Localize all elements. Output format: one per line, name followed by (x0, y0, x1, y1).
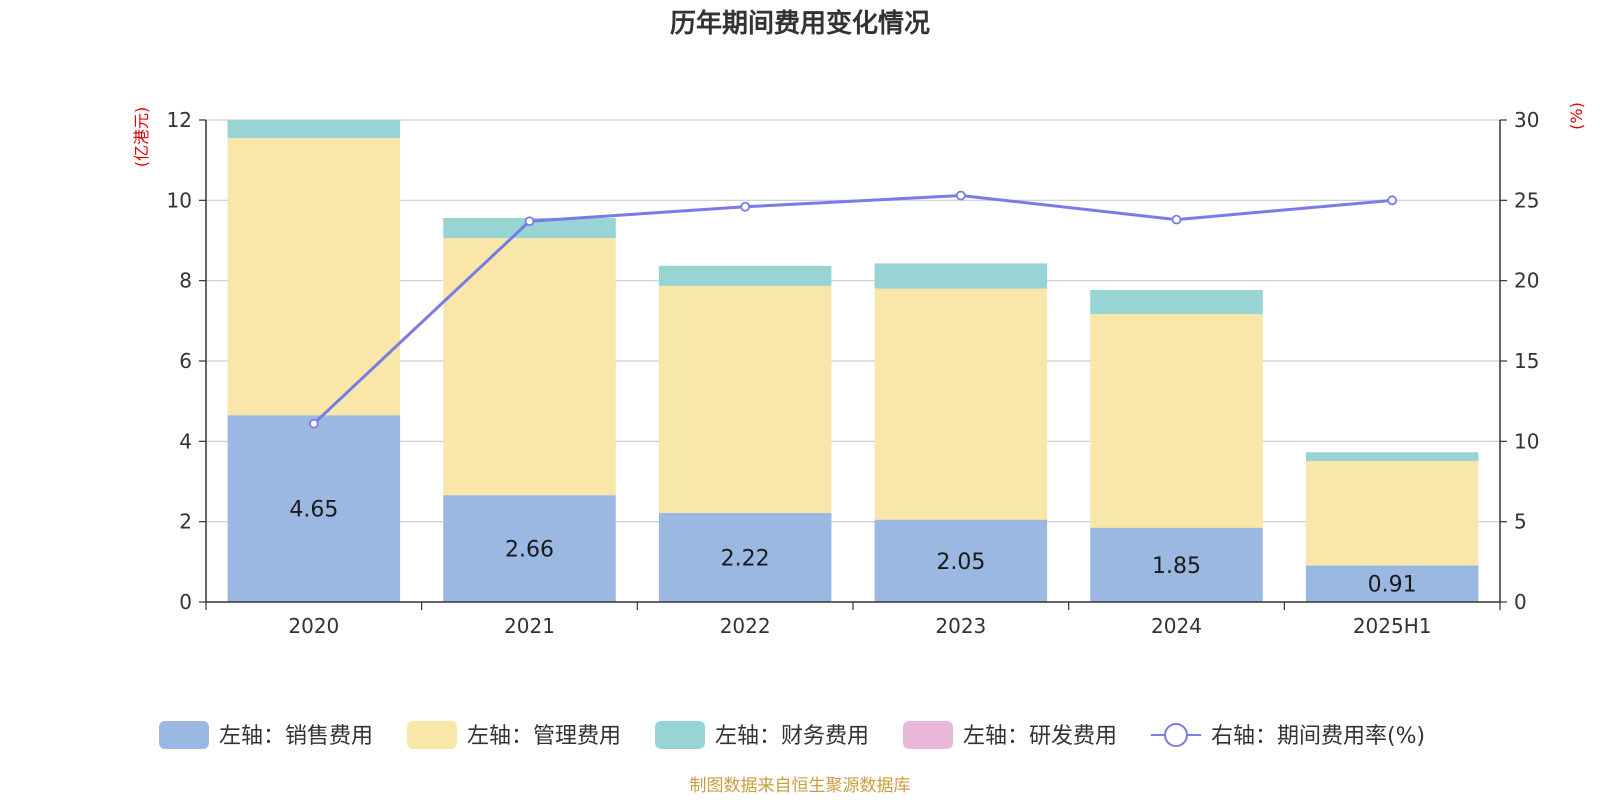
legend-item[interactable]: 左轴：财务费用 (655, 721, 869, 749)
right-tick-label: 0 (1514, 590, 1527, 614)
bar-segment (227, 138, 401, 416)
right-tick-label: 30 (1514, 108, 1539, 132)
right-tick-label: 20 (1514, 269, 1539, 293)
right-tick-label: 25 (1514, 188, 1539, 212)
x-tick-label: 2025H1 (1353, 614, 1432, 638)
bar-segment (443, 238, 616, 496)
bar-value-label: 2.66 (505, 538, 554, 563)
legend-marker (1164, 723, 1188, 747)
rate-point (740, 201, 751, 212)
legend-swatch (159, 721, 209, 749)
legend-item[interactable]: 右轴：期间费用率(%) (1151, 723, 1425, 749)
legend-label: 左轴：财务费用 (715, 724, 869, 749)
bar-segment (1305, 461, 1479, 566)
left-tick-label: 6 (179, 349, 192, 373)
rate-line-path (312, 194, 1393, 425)
bar-segment (874, 519, 1048, 602)
rate-line (308, 190, 1398, 429)
legend-swatch (407, 721, 457, 749)
legend-label: 左轴：管理费用 (467, 724, 621, 749)
x-tick-label: 2020 (288, 614, 339, 638)
right-tick-label: 5 (1514, 510, 1527, 534)
left-tick-label: 10 (167, 188, 192, 212)
bar-segment (874, 288, 1048, 520)
bar-segment (1305, 452, 1479, 462)
right-tick-label: 15 (1514, 349, 1539, 373)
bar-segment (874, 263, 1048, 289)
legend-item[interactable]: 左轴：管理费用 (407, 721, 621, 749)
legend-item[interactable]: 左轴：销售费用 (159, 721, 373, 749)
rate-point (308, 418, 319, 429)
chart-title: 历年期间费用变化情况 (670, 8, 930, 39)
right-axis-unit: (%) (1567, 102, 1586, 130)
bar-segment (1090, 527, 1263, 602)
bar-segment (227, 120, 401, 139)
rate-point (1171, 214, 1182, 225)
bars (227, 120, 1479, 602)
bar-value-label: 4.65 (289, 498, 338, 523)
bar-value-label: 2.05 (936, 550, 985, 575)
bar-segment (1305, 565, 1479, 602)
left-axis-unit: (亿港元) (132, 107, 151, 168)
bar-value-label: 2.22 (721, 546, 770, 571)
bar-segment (658, 265, 832, 286)
left-tick-label: 4 (179, 429, 192, 453)
bar-value-label: 1.85 (1152, 554, 1201, 579)
legend-label: 右轴：期间费用率(%) (1211, 724, 1425, 749)
bar-segment (658, 512, 832, 602)
bar-segment (658, 285, 832, 513)
bar-labels: 4.65 2.66 2.22 2.05 1.85 0.91 (289, 498, 1416, 598)
bar-segment (1090, 314, 1263, 528)
x-tick-label: 2024 (1151, 614, 1202, 638)
legend-item[interactable]: 左轴：研发费用 (903, 721, 1117, 749)
bar-segment (227, 415, 401, 602)
legend-swatch (903, 721, 953, 749)
left-tick-label: 12 (167, 108, 192, 132)
left-tick-label: 2 (179, 510, 192, 534)
rate-point (955, 190, 966, 201)
left-tick-label: 0 (179, 590, 192, 614)
rate-point (1387, 195, 1398, 206)
right-tick-label: 10 (1514, 429, 1539, 453)
bar-value-label: 0.91 (1368, 573, 1417, 598)
left-tick-label: 8 (179, 269, 192, 293)
legend-label: 左轴：销售费用 (219, 724, 373, 749)
axes: 0 2 4 6 8 10 12 0 5 10 15 20 25 30 (亿港元) (%) 2020 2021 202… (132, 102, 1586, 638)
bar-segment (443, 218, 616, 239)
bar-segment (1090, 289, 1263, 315)
source-note: 制图数据来自恒生聚源数据库 (690, 776, 911, 796)
x-tick-label: 2021 (504, 614, 555, 638)
legend-swatch (655, 721, 705, 749)
legend-label: 左轴：研发费用 (963, 724, 1117, 749)
bar-segment (443, 495, 616, 602)
legend[interactable]: 左轴：销售费用 左轴：管理费用 左轴：财务费用 左轴：研发费用 右轴：期间费用率(%) (159, 721, 1425, 749)
rate-point (524, 216, 535, 227)
x-tick-label: 2023 (935, 614, 986, 638)
x-tick-label: 2022 (720, 614, 771, 638)
